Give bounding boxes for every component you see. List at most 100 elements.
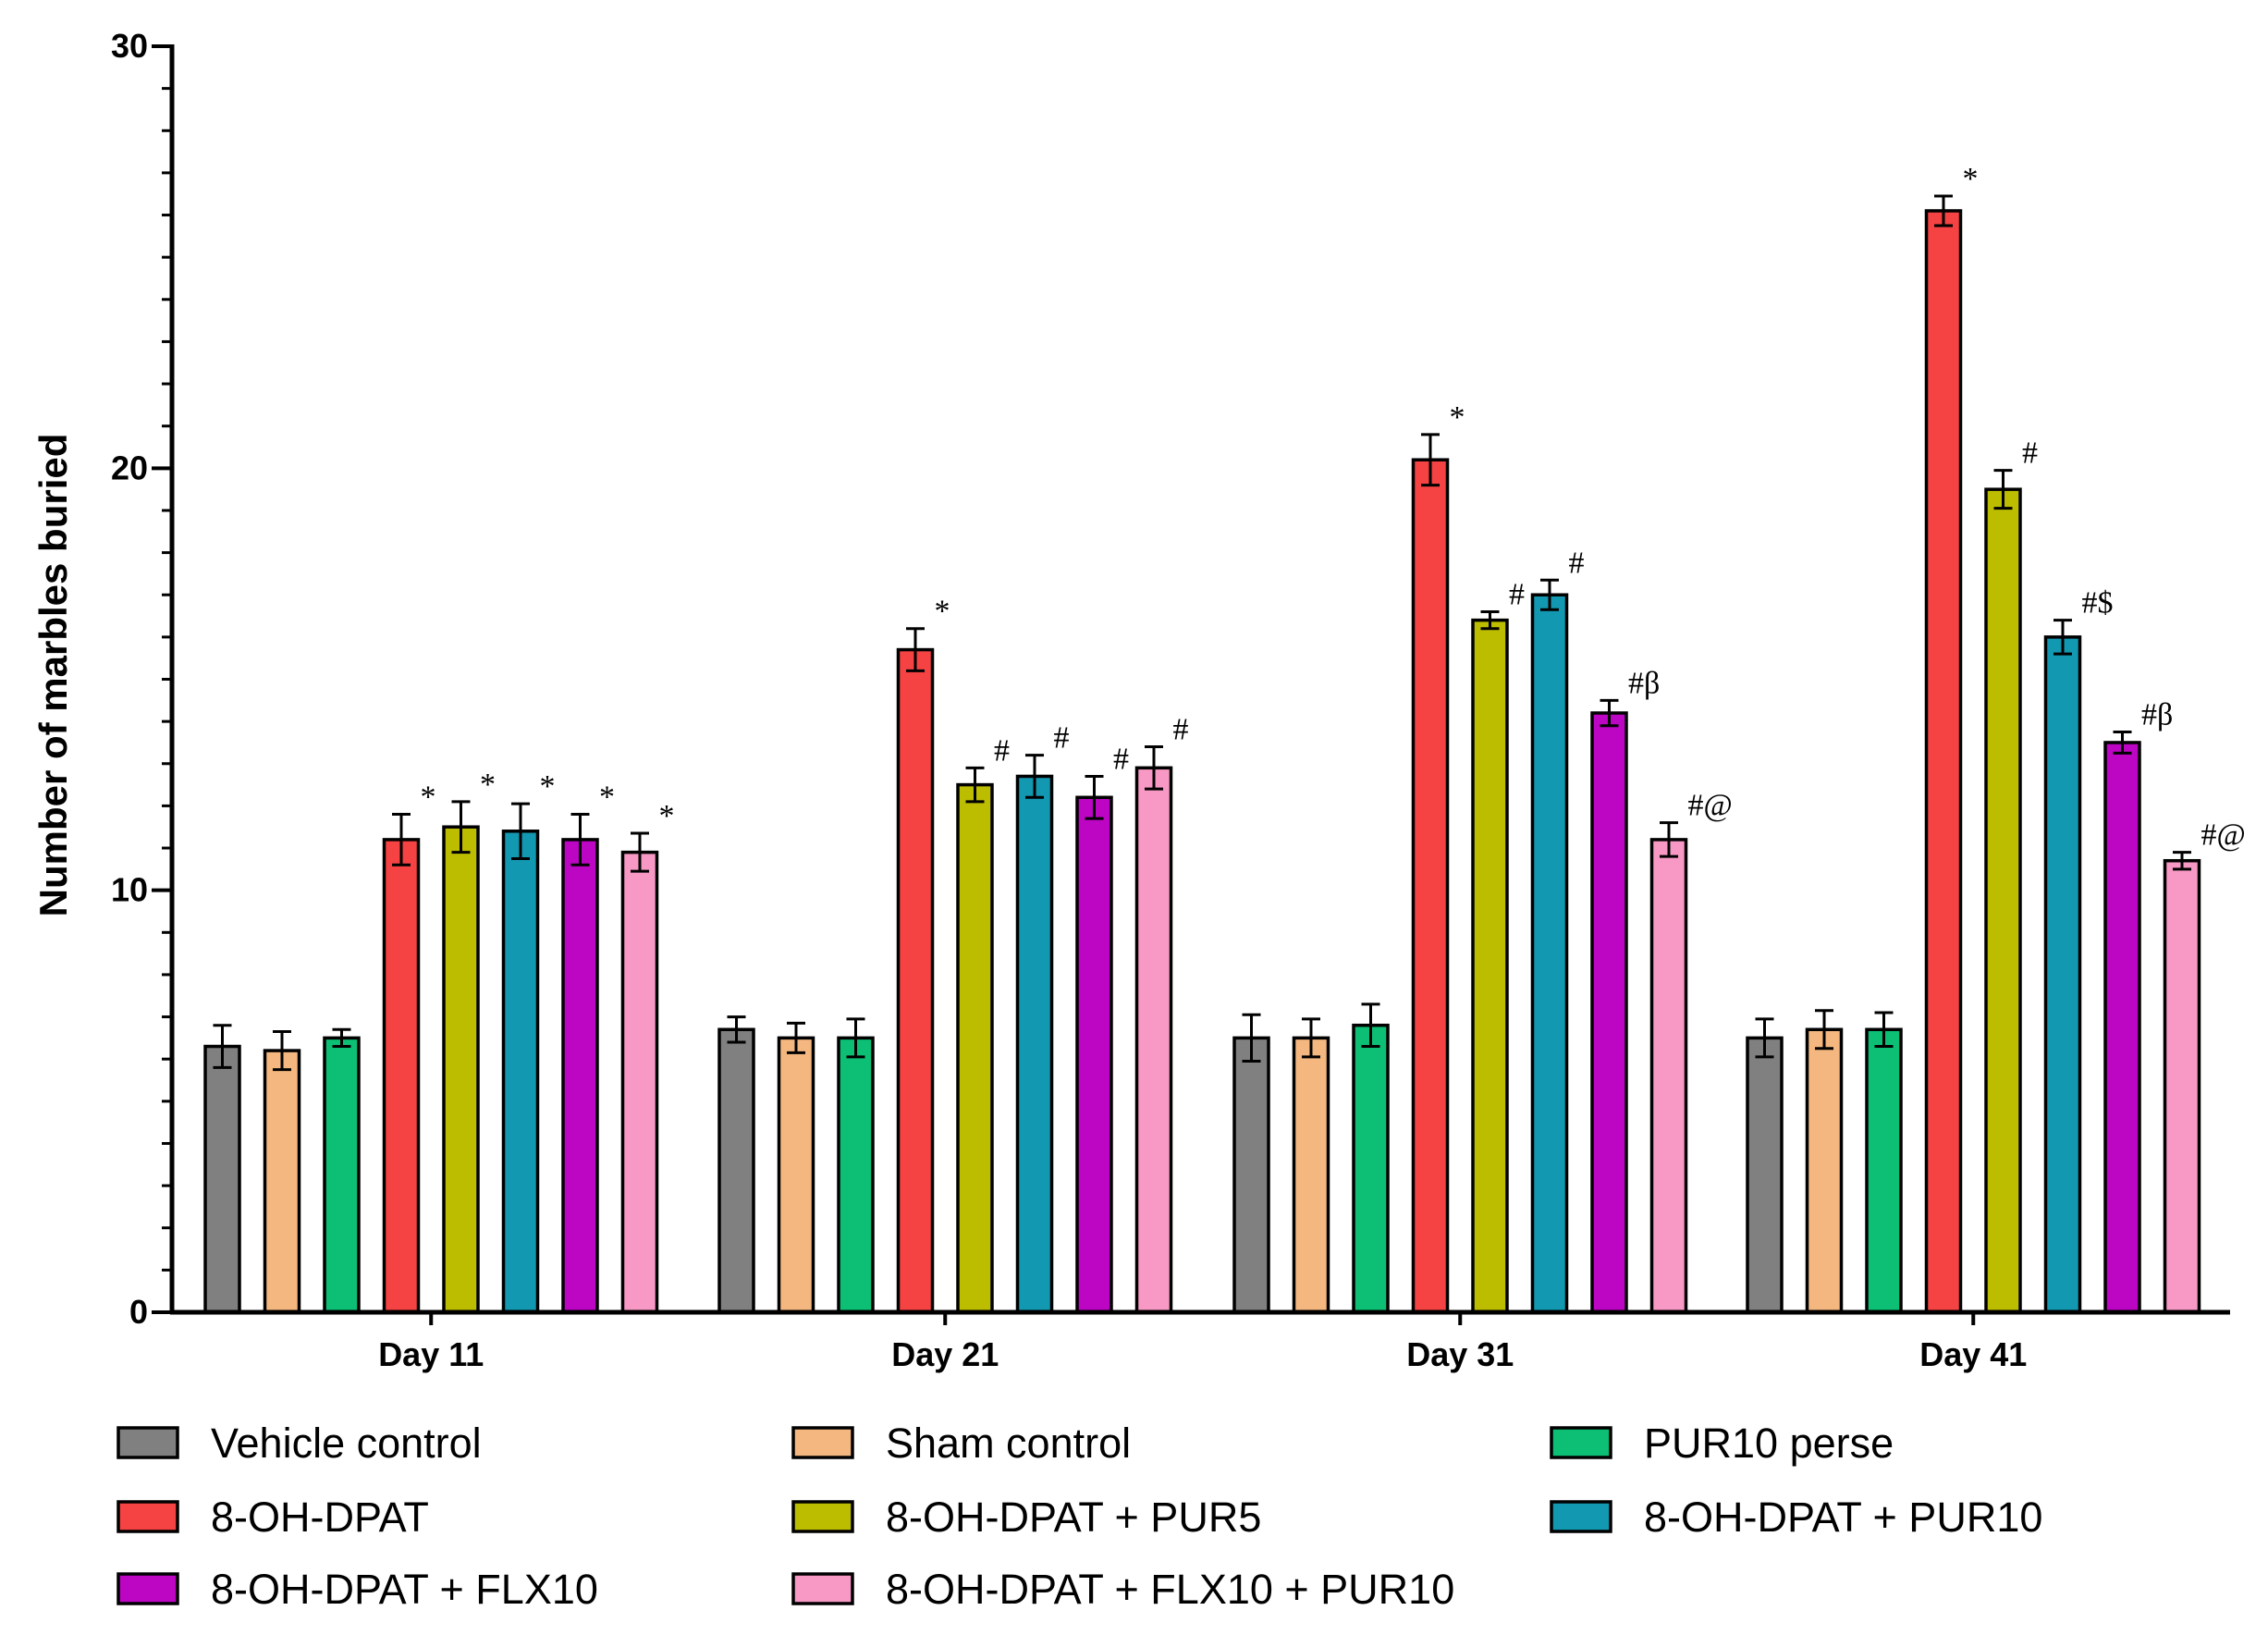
- plot-area: * * * * * * # # # # * # # #β #@ * # #$ #β #@: [203, 162, 2246, 1314]
- bar: [956, 782, 994, 1314]
- legend-swatch: [1550, 1426, 1612, 1459]
- y-axis-title: Number of marbles buried: [31, 434, 75, 917]
- significance-label: #: [2022, 436, 2038, 471]
- error-bar: [727, 1015, 746, 1044]
- error-bar: [1480, 609, 1500, 631]
- bar-group: * # # # #: [717, 595, 1189, 1314]
- bar: [1649, 838, 1688, 1314]
- x-tick-label: Day 21: [891, 1335, 999, 1373]
- error-bar: [1540, 578, 1559, 611]
- bar-group: * # # #β #@: [1232, 400, 1733, 1314]
- bar: [1471, 618, 1509, 1314]
- legend-label: Sham control: [886, 1420, 1131, 1467]
- bar: [1746, 1036, 1784, 1314]
- significance-label: *: [935, 595, 950, 629]
- bar: [1015, 774, 1054, 1314]
- bar: [717, 1027, 755, 1314]
- bar: [837, 1036, 875, 1314]
- legend-item: 8-OH-DPAT + FLX10: [116, 1566, 598, 1613]
- error-bar: [1815, 1009, 1833, 1051]
- legend-item: 8-OH-DPAT + PUR10: [1550, 1494, 2042, 1541]
- error-bar: [213, 1024, 232, 1069]
- error-bar: [787, 1021, 805, 1054]
- bar: [2103, 741, 2141, 1314]
- error-bar: [846, 1017, 865, 1059]
- y-tick-label: 10: [111, 871, 148, 909]
- error-bar: [273, 1030, 291, 1072]
- significance-label: #@: [2201, 818, 2246, 853]
- error-bar: [451, 800, 471, 854]
- error-bar: [631, 831, 649, 873]
- legend-label: 8-OH-DPAT: [211, 1494, 429, 1541]
- bar: [2163, 858, 2201, 1314]
- significance-label: *: [421, 781, 436, 815]
- significance-label: *: [659, 799, 675, 833]
- error-bar: [2173, 851, 2191, 871]
- legend-swatch: [116, 1426, 179, 1459]
- legend-item: Sham control: [791, 1420, 1131, 1467]
- bar: [896, 647, 935, 1314]
- bar: [263, 1049, 301, 1314]
- error-bar: [392, 813, 411, 867]
- error-bar: [1085, 774, 1104, 820]
- bar: [1352, 1023, 1390, 1314]
- bar-group: * # #$ #β #@: [1746, 162, 2246, 1314]
- error-bar: [511, 802, 530, 860]
- bar: [620, 850, 659, 1314]
- error-bar: [1242, 1013, 1261, 1063]
- legend-swatch: [1550, 1500, 1612, 1533]
- error-bar: [1421, 433, 1440, 487]
- legend-swatch: [791, 1572, 854, 1605]
- bar: [1805, 1027, 1844, 1314]
- significance-label: #: [994, 733, 1010, 768]
- error-bar: [965, 766, 985, 804]
- legend-label: 8-OH-DPAT + FLX10: [211, 1566, 598, 1613]
- error-bar: [1874, 1011, 1894, 1049]
- x-tick-label: Day 31: [1406, 1335, 1514, 1373]
- significance-label: #: [1054, 721, 1070, 756]
- bar: [203, 1044, 241, 1314]
- legend-label: 8-OH-DPAT + PUR5: [886, 1494, 1261, 1541]
- significance-label: *: [1963, 162, 1979, 196]
- legend-swatch: [116, 1572, 179, 1605]
- bar: [1232, 1036, 1270, 1314]
- bar: [1292, 1036, 1330, 1314]
- legend-item: 8-OH-DPAT + FLX10 + PUR10: [791, 1566, 1454, 1613]
- significance-label: *: [540, 769, 556, 804]
- legend-item: PUR10 perse: [1550, 1420, 1894, 1467]
- error-bar: [1302, 1017, 1320, 1059]
- error-bar: [1660, 821, 1678, 858]
- significance-label: *: [480, 768, 496, 802]
- significance-label: #: [1569, 546, 1585, 580]
- legend-label: PUR10 perse: [1644, 1420, 1894, 1467]
- legend: Vehicle control Sham control PUR10 perse 8-…: [116, 1420, 2042, 1613]
- legend-swatch: [791, 1500, 854, 1533]
- significance-label: #β: [1628, 666, 1660, 700]
- error-bar: [1145, 745, 1163, 791]
- significance-label: #: [1113, 742, 1129, 776]
- error-bar: [1755, 1017, 1774, 1059]
- bar: [442, 825, 480, 1314]
- legend-label: 8-OH-DPAT + PUR10: [1644, 1494, 2042, 1541]
- legend-label: 8-OH-DPAT + FLX10 + PUR10: [886, 1566, 1454, 1613]
- axes: Day 11 Day 21 Day 31 Day 41 0 10 20 30: [111, 27, 2230, 1373]
- bar: [1924, 209, 1963, 1314]
- x-tick-label: Day 41: [1919, 1335, 2027, 1373]
- y-tick-label: 0: [129, 1293, 148, 1331]
- bar: [1530, 593, 1569, 1314]
- bar: [323, 1036, 361, 1314]
- significance-label: #$: [2082, 586, 2114, 621]
- bar: [1075, 795, 1113, 1314]
- legend-item: 8-OH-DPAT + PUR5: [791, 1494, 1261, 1541]
- error-bar: [1600, 698, 1619, 728]
- bar: [561, 838, 599, 1314]
- x-tick-label: Day 11: [378, 1335, 484, 1373]
- bar: [501, 830, 540, 1314]
- error-bar: [332, 1027, 351, 1049]
- bar-group: * * * * *: [203, 768, 675, 1314]
- legend-item: 8-OH-DPAT: [116, 1494, 429, 1541]
- legend-swatch: [116, 1500, 179, 1533]
- significance-label: #: [1509, 577, 1525, 611]
- significance-label: #β: [2141, 698, 2173, 732]
- error-bar: [1934, 194, 1953, 227]
